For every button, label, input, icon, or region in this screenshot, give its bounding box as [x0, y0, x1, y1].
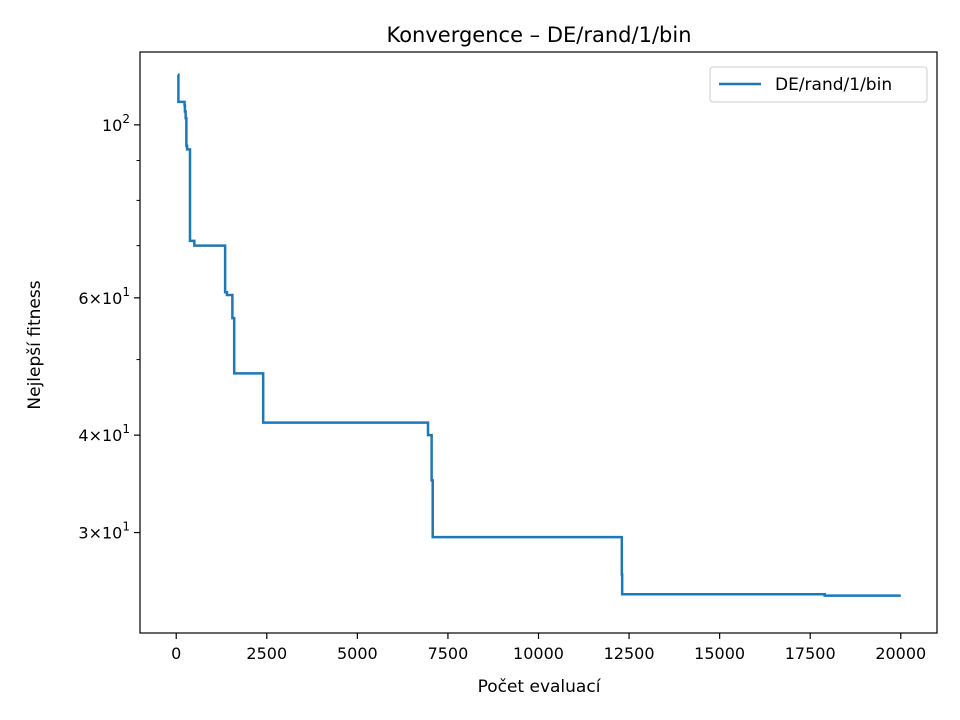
y-tick-label: 3×101: [78, 520, 130, 543]
series-line: [177, 73, 901, 597]
x-tick-label: 5000: [337, 644, 378, 663]
x-tick-label: 7500: [428, 644, 469, 663]
x-axis-label: Počet evaluací: [478, 677, 602, 697]
y-axis-label: Nejlepší fitness: [25, 280, 45, 409]
plot-area: [177, 73, 901, 597]
chart-title: Konvergence – DE/rand/1/bin: [386, 23, 691, 47]
legend: DE/rand/1/bin: [709, 66, 928, 103]
x-tick-label: 20000: [875, 644, 926, 663]
x-tick-label: 17500: [785, 644, 836, 663]
plot-frame: [139, 51, 938, 634]
x-tick-label: 2500: [246, 644, 287, 663]
x-axis: 0 2500 5000 7500 10000 12500 15000 17500 20000: [171, 633, 926, 663]
y-tick-label: 6×101: [78, 285, 130, 308]
x-tick-label: 15000: [694, 644, 745, 663]
x-tick-label: 0: [171, 644, 181, 663]
x-tick-label: 10000: [513, 644, 564, 663]
legend-label: DE/rand/1/bin: [775, 75, 892, 95]
y-axis: 3×101 4×101 6×101 102: [78, 112, 140, 543]
y-tick-label: 4×101: [78, 422, 130, 445]
x-tick-label: 12500: [604, 644, 655, 663]
y-tick-label: 102: [102, 112, 130, 135]
legend-box: [709, 66, 928, 103]
